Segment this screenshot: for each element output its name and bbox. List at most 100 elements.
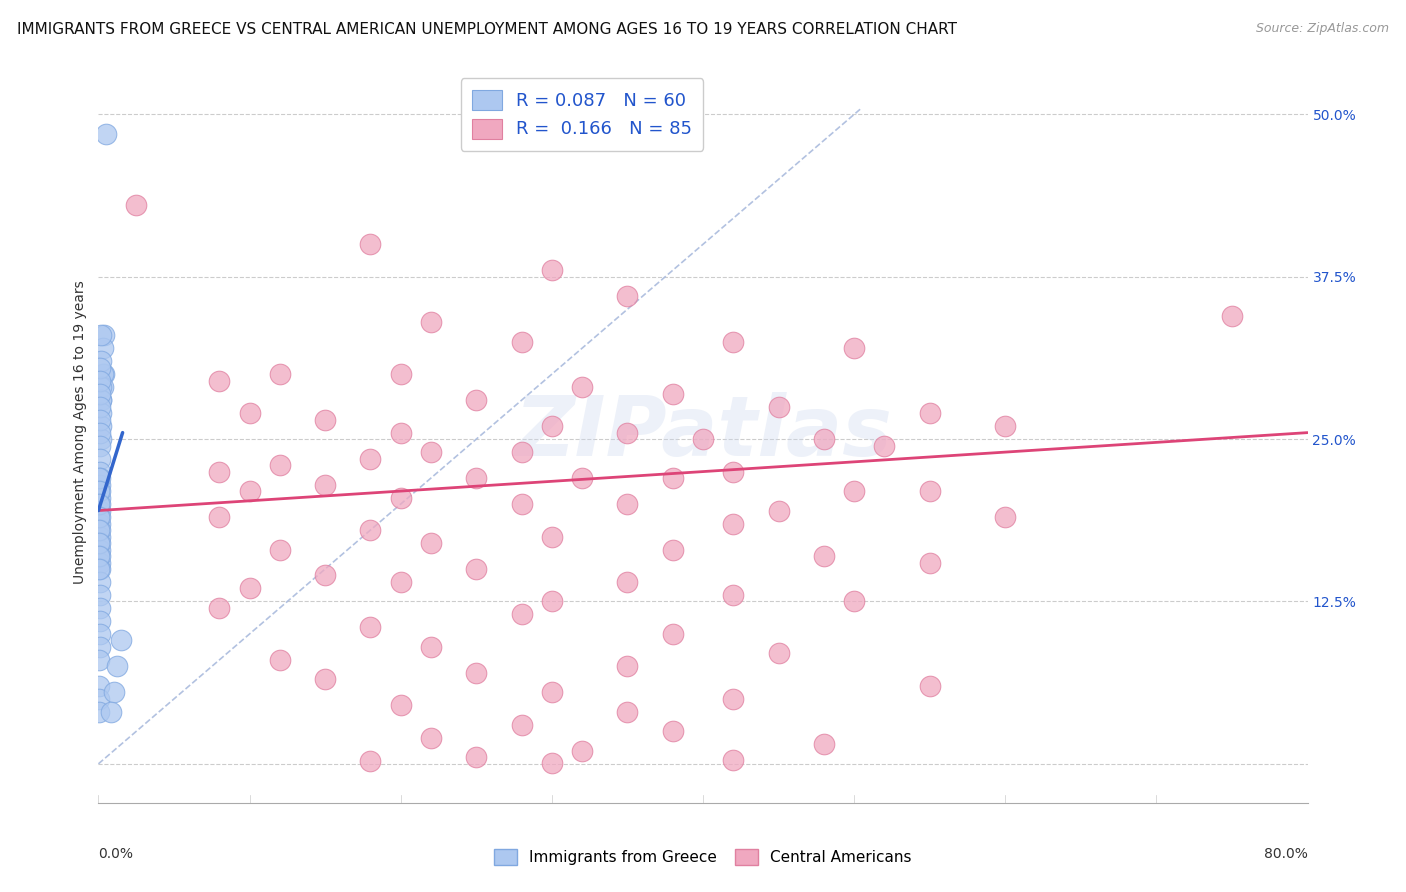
Point [90,328,112,343]
Point [90,406,112,420]
Point [208,601,231,615]
Point [661,386,683,401]
Point [571,471,593,485]
Point [571,380,593,394]
Legend: Immigrants from Greece, Central Americans: Immigrants from Greece, Central American… [488,843,918,871]
Text: IMMIGRANTS FROM GREECE VS CENTRAL AMERICAN UNEMPLOYMENT AMONG AGES 16 TO 19 YEAR: IMMIGRANTS FROM GREECE VS CENTRAL AMERIC… [17,22,957,37]
Point [1220,309,1243,323]
Point [616,659,638,673]
Point [389,367,412,381]
Point [420,315,443,329]
Point [661,542,683,557]
Point [103,685,125,699]
Text: 0.0%: 0.0% [98,847,134,861]
Point [768,647,790,661]
Point [89,542,111,557]
Point [314,477,336,491]
Point [89,523,111,537]
Point [420,731,443,745]
Point [360,523,382,537]
Point [269,458,291,472]
Point [89,523,111,537]
Text: ZIPatlas: ZIPatlas [515,392,891,473]
Point [540,756,562,770]
Point [89,640,111,654]
Point [89,705,111,719]
Point [208,465,231,479]
Point [389,698,412,713]
Point [540,419,562,434]
Point [89,510,111,524]
Point [89,601,111,615]
Point [90,380,112,394]
Point [89,562,111,576]
Point [89,529,111,543]
Point [723,334,745,349]
Point [994,510,1017,524]
Point [239,582,262,596]
Point [844,484,866,499]
Point [89,497,111,511]
Point [723,465,745,479]
Point [93,328,115,343]
Point [723,516,745,531]
Point [510,497,533,511]
Point [89,374,111,388]
Point [389,425,412,440]
Point [314,568,336,582]
Point [813,737,835,751]
Point [465,471,488,485]
Point [389,491,412,505]
Point [125,198,148,212]
Point [89,465,111,479]
Point [844,341,866,355]
Point [94,127,117,141]
Point [616,705,638,719]
Point [269,367,291,381]
Point [90,419,112,434]
Point [90,393,112,408]
Point [360,451,382,466]
Point [465,393,488,408]
Point [918,556,941,570]
Point [90,354,112,368]
Point [89,471,111,485]
Point [89,510,111,524]
Point [540,594,562,608]
Point [510,718,533,732]
Point [360,620,382,634]
Point [616,425,638,440]
Point [918,406,941,420]
Point [100,705,122,719]
Point [420,640,443,654]
Point [89,360,111,375]
Point [89,627,111,641]
Point [465,750,488,764]
Text: 80.0%: 80.0% [1264,847,1308,861]
Point [91,380,114,394]
Point [616,289,638,303]
Point [89,425,111,440]
Point [420,445,443,459]
Point [269,542,291,557]
Point [208,510,231,524]
Point [571,744,593,758]
Point [89,536,111,550]
Point [239,406,262,420]
Point [89,412,111,426]
Point [89,516,111,531]
Point [389,574,412,589]
Point [723,753,745,767]
Point [723,692,745,706]
Point [723,588,745,602]
Point [89,400,111,414]
Point [89,549,111,563]
Point [873,439,896,453]
Point [314,673,336,687]
Point [89,484,111,499]
Point [239,484,262,499]
Point [90,432,112,446]
Point [89,574,111,589]
Point [89,386,111,401]
Point [269,653,291,667]
